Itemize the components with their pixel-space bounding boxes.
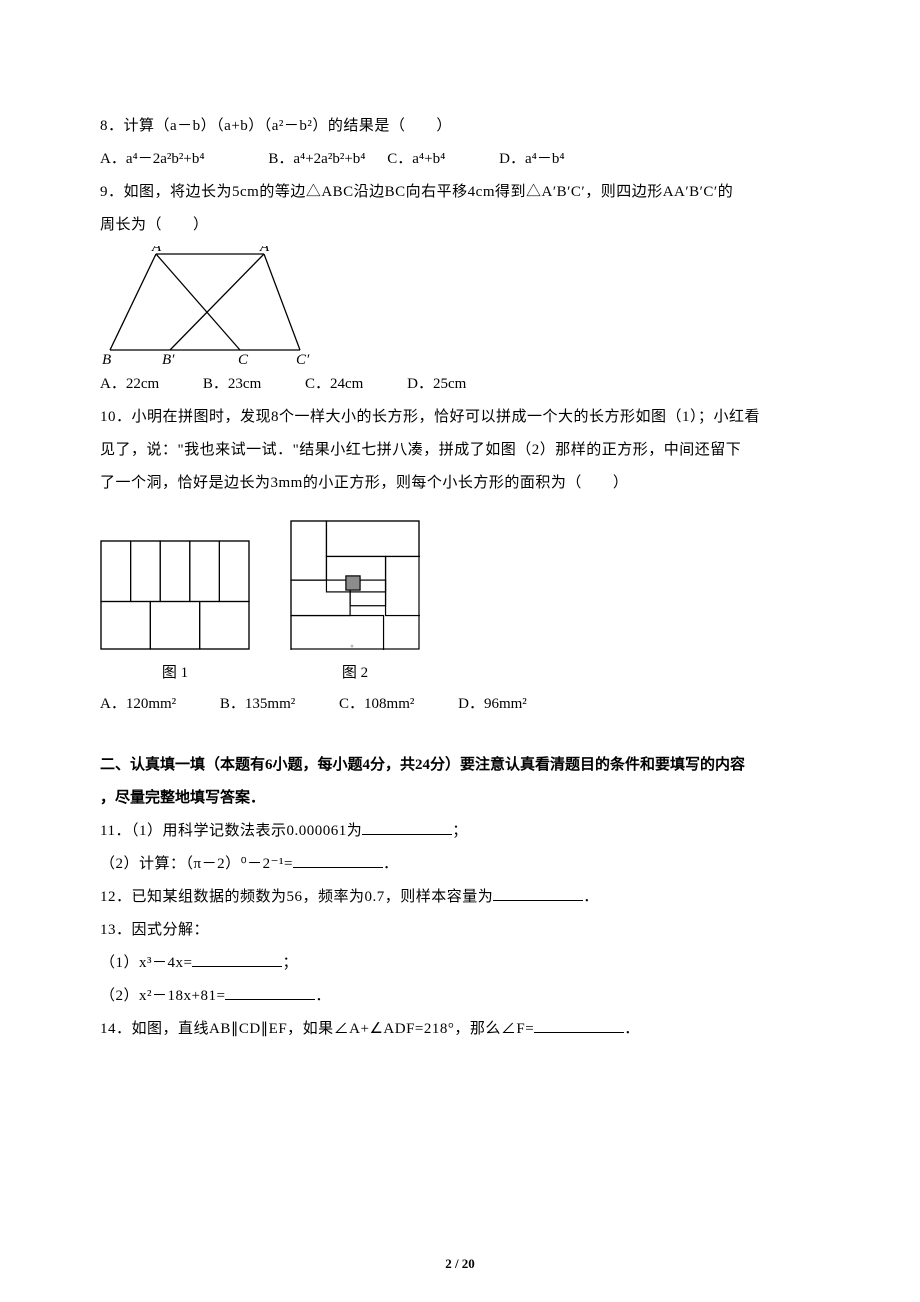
q13-blank2	[225, 984, 315, 1000]
q10-opt-a: A．120mm²	[100, 688, 176, 721]
q9-options: A．22cm B．23cm C．24cm D．25cm	[100, 368, 820, 401]
q10-fig2	[290, 520, 420, 650]
q10-figures: 图 1 图 2 🞄	[100, 520, 820, 682]
svg-text:B′: B′	[162, 352, 175, 364]
watermark-icon: 🞄	[350, 638, 356, 653]
q10-prompt-line1: 10．小明在拼图时，发现8个一样大小的长方形，恰好可以拼成一个大的长方形如图（1…	[100, 401, 820, 434]
q11-blank1	[362, 819, 452, 835]
q11-blank2	[293, 852, 383, 868]
exam-page: 8．计算（a－b）（a+b）（a²－b²）的结果是（ ） A．a⁴－2a²b²+…	[0, 0, 920, 1302]
q11-part1: 11．（1）用科学记数法表示0.000061为 ；	[100, 815, 820, 848]
section2-header-line1: 二、认真填一填（本题有6小题，每小题4分，共24分）要注意认真看清题目的条件和要…	[100, 749, 820, 782]
q9-opt-b: B．23cm	[203, 368, 261, 401]
q13-p1-suffix: ；	[282, 955, 298, 971]
q10-options: A．120mm² B．135mm² C．108mm² D．96mm²	[100, 688, 820, 721]
q10-fig2-label: 图 2	[290, 661, 420, 682]
q10-opt-b: B．135mm²	[220, 688, 295, 721]
q11-part2-suffix: ．	[383, 856, 399, 872]
q10-fig1-label: 图 1	[100, 661, 250, 682]
q11-part1-text: 11．（1）用科学记数法表示0.000061为	[100, 823, 362, 839]
q13-p2-suffix: ．	[315, 988, 331, 1004]
q11-part2: （2）计算：（π－2）⁰－2⁻¹= ．	[100, 848, 820, 881]
q8-prompt: 8．计算（a－b）（a+b）（a²－b²）的结果是（ ）	[100, 110, 820, 143]
q12-blank	[493, 885, 583, 901]
q9-prompt-line2: 周长为（ ）	[100, 209, 820, 242]
q10-prompt-line3: 了一个洞，恰好是边长为3mm的小正方形，则每个小长方形的面积为（ ）	[100, 467, 820, 500]
section2-header-line2: ，尽量完整地填写答案．	[100, 782, 820, 815]
q12: 12．已知某组数据的频数为56，频率为0.7，则样本容量为 ．	[100, 881, 820, 914]
q10-fig1	[100, 540, 250, 650]
q8-opt-b: B．a⁴+2a²b²+b⁴	[268, 143, 365, 176]
svg-text:C: C	[238, 352, 249, 364]
q11-part1-suffix: ；	[452, 823, 468, 839]
q10-opt-c: C．108mm²	[339, 688, 414, 721]
q10-opt-d: D．96mm²	[458, 688, 527, 721]
q9-opt-d: D．25cm	[407, 368, 466, 401]
q10-prompt-line2: 见了，说："我也来试一试．"结果小红七拼八凑，拼成了如图（2）那样的正方形，中间…	[100, 434, 820, 467]
q8-options: A．a⁴－2a²b²+b⁴ B．a⁴+2a²b²+b⁴ C．a⁴+b⁴ D．a⁴…	[100, 143, 820, 176]
q13-p2-text: （2）x²－18x+81=	[100, 988, 225, 1004]
q9-opt-c: C．24cm	[305, 368, 363, 401]
page-footer: 2 / 20	[0, 1256, 920, 1272]
q13-header: 13．因式分解：	[100, 914, 820, 947]
svg-text:A′: A′	[259, 246, 273, 255]
q12-text: 12．已知某组数据的频数为56，频率为0.7，则样本容量为	[100, 889, 493, 905]
q14-suffix: ．	[624, 1021, 640, 1037]
q13-part1: （1）x³－4x= ；	[100, 947, 820, 980]
q10-fig2-box: 图 2	[290, 520, 420, 682]
q13-blank1	[192, 951, 282, 967]
svg-text:B: B	[102, 352, 111, 364]
q10-fig1-box: 图 1	[100, 540, 250, 682]
q11-part2-text: （2）计算：（π－2）⁰－2⁻¹=	[100, 856, 293, 872]
q9-figure: A A′ B B′ C C′	[100, 246, 310, 364]
q14-text: 14．如图，直线AB∥CD∥EF，如果∠A+∠ADF=218°，那么∠F=	[100, 1021, 534, 1037]
q13-part2: （2）x²－18x+81= ．	[100, 980, 820, 1013]
q12-suffix: ．	[583, 889, 599, 905]
q9-opt-a: A．22cm	[100, 368, 159, 401]
svg-text:C′: C′	[296, 352, 310, 364]
q8-opt-c: C．a⁴+b⁴	[387, 143, 445, 176]
q9-prompt-line1: 9．如图，将边长为5cm的等边△ABC沿边BC向右平移4cm得到△A′B′C′，…	[100, 176, 820, 209]
q8-opt-d: D．a⁴－b⁴	[499, 143, 564, 176]
q13-p1-text: （1）x³－4x=	[100, 955, 192, 971]
q14: 14．如图，直线AB∥CD∥EF，如果∠A+∠ADF=218°，那么∠F= ．	[100, 1013, 820, 1046]
q8-opt-a: A．a⁴－2a²b²+b⁴	[100, 143, 205, 176]
q14-blank	[534, 1017, 624, 1033]
svg-text:A: A	[151, 246, 162, 255]
